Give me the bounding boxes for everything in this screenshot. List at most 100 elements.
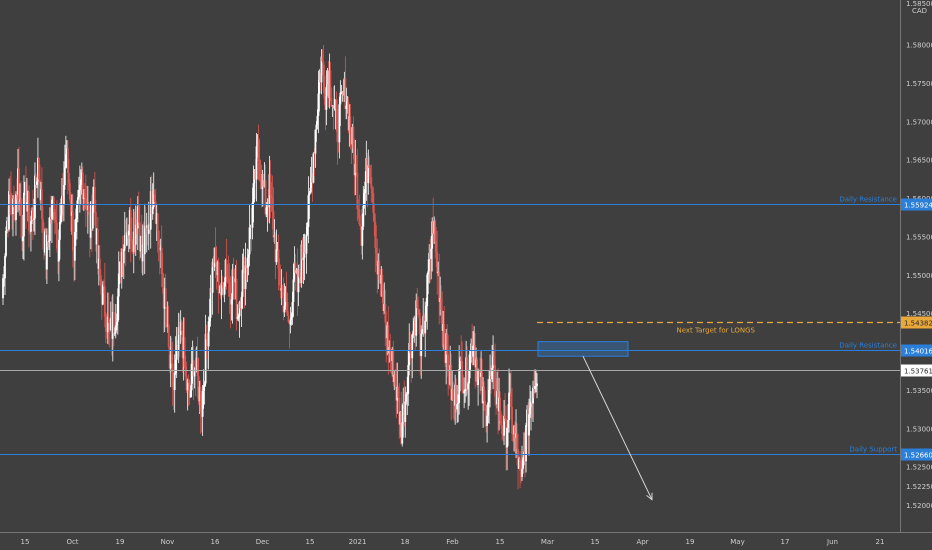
candle-body	[310, 177, 313, 188]
candle-body	[84, 197, 87, 209]
candle-body	[500, 421, 502, 425]
price-tick-label: 1.53000	[906, 425, 932, 433]
candle-body	[379, 280, 382, 284]
candle-body	[165, 306, 168, 327]
candle-body	[506, 427, 508, 448]
candle-body	[303, 252, 306, 258]
candle-body	[424, 320, 427, 334]
candle-body	[206, 339, 209, 347]
candle-body	[232, 269, 235, 277]
candle-body	[56, 248, 59, 262]
candle-body	[264, 180, 267, 215]
candle-body	[519, 458, 521, 471]
candle-body	[222, 285, 225, 295]
candle-body	[246, 257, 249, 268]
candle-body	[277, 249, 280, 269]
candle-body	[74, 218, 77, 232]
candle-body	[325, 87, 328, 110]
candle-body	[343, 78, 346, 96]
candle-body	[30, 221, 32, 232]
candle-body	[202, 385, 205, 391]
candle-body	[192, 360, 195, 377]
candle-body	[531, 402, 533, 404]
candle-body	[175, 345, 178, 360]
candle-body	[17, 168, 19, 195]
plot-background	[0, 0, 900, 532]
candle-body	[446, 333, 449, 355]
candle-body	[136, 206, 139, 229]
candle-body	[341, 92, 344, 94]
candle-body	[418, 309, 421, 319]
candle-body	[533, 387, 535, 389]
candle-body	[307, 195, 310, 227]
candle-body	[8, 191, 10, 230]
candle-body	[39, 179, 41, 200]
candle-body	[439, 297, 442, 303]
time-axis-ticks: 15 Oct 19 Nov 16 Dec 15 2021 18 Feb 15 Mar 15 Apr 19 Ma…	[21, 538, 885, 546]
candle-body	[283, 305, 286, 313]
candle-body	[337, 141, 340, 143]
candle-body	[332, 105, 335, 109]
candle-body	[350, 133, 353, 145]
candle-body	[357, 209, 360, 210]
candle-body	[161, 273, 164, 288]
candle-body	[220, 282, 223, 296]
candle-body	[21, 215, 23, 242]
candle-body	[83, 193, 86, 198]
candle-body	[306, 226, 309, 235]
candle-body	[525, 425, 527, 462]
candle-body	[63, 167, 66, 186]
candle-body	[69, 199, 72, 216]
candle-body	[106, 316, 109, 333]
candle-body	[22, 236, 24, 242]
candle-body	[55, 222, 58, 249]
candle-body	[316, 115, 319, 125]
candle-body	[481, 372, 484, 404]
candle-body	[123, 234, 126, 249]
candle-body	[148, 224, 151, 230]
price-tick-label: 1.56500	[906, 157, 932, 165]
candle-body	[524, 451, 526, 462]
candle-body	[534, 386, 536, 389]
candle-body	[50, 217, 52, 220]
candle-body	[288, 321, 291, 325]
candle-body	[455, 384, 458, 410]
candle-body	[428, 253, 431, 272]
candle-body	[308, 193, 311, 196]
candle-body	[231, 269, 234, 300]
candle-body	[204, 333, 207, 384]
level-price-value: 1.54016	[904, 348, 932, 356]
candle-body	[134, 224, 137, 245]
price-axis[interactable]	[900, 0, 932, 532]
candle-body	[502, 434, 504, 436]
candle-body	[326, 84, 329, 88]
candle-body	[79, 179, 82, 185]
candle-body	[508, 392, 510, 421]
candle-body	[116, 296, 119, 323]
candle-body	[302, 257, 305, 260]
candle-body	[279, 285, 282, 291]
candle-body	[447, 354, 450, 377]
candle-body	[252, 183, 255, 203]
candle-body	[183, 337, 186, 367]
candle-body	[104, 316, 107, 332]
candle-body	[419, 318, 422, 357]
candle-body	[474, 344, 477, 368]
time-axis[interactable]	[0, 532, 932, 550]
candle-body	[280, 288, 283, 291]
candle-body	[78, 184, 81, 190]
candle-body	[71, 211, 74, 251]
candle-body	[29, 231, 31, 232]
candle-body	[467, 383, 470, 390]
resistance-zone[interactable]	[537, 341, 629, 357]
candle-body	[416, 300, 419, 309]
candle-body	[180, 321, 183, 331]
projection-arrow-line[interactable]	[582, 355, 653, 500]
candle-body	[270, 195, 273, 199]
candle-body	[122, 248, 125, 264]
candle-body	[133, 231, 136, 245]
candle-body	[6, 220, 8, 231]
candle-body	[158, 244, 161, 251]
candle-body	[412, 330, 415, 335]
